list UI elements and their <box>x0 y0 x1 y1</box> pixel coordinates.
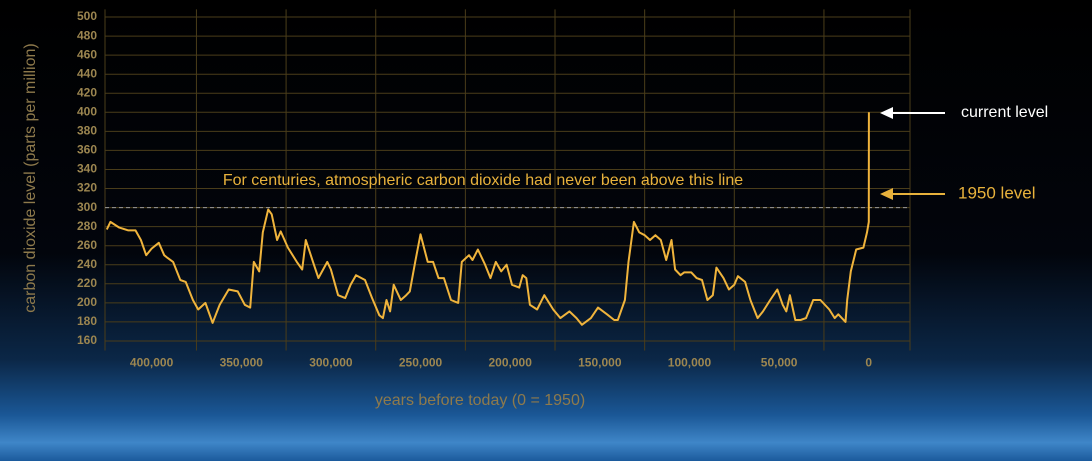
annotation: current level <box>961 104 1048 121</box>
y-tick-label: 220 <box>77 276 97 290</box>
x-tick-label: 0 <box>865 356 872 370</box>
y-tick-label: 300 <box>77 200 97 214</box>
y-tick-label: 240 <box>77 257 97 271</box>
y-tick-label: 200 <box>77 295 97 309</box>
x-axis-title: years before today (0 = 1950) <box>375 392 585 409</box>
x-tick-label: 200,000 <box>488 356 532 370</box>
x-tick-label: 100,000 <box>668 356 712 370</box>
y-tick-label: 360 <box>77 143 97 157</box>
x-tick-label: 50,000 <box>761 356 798 370</box>
plot: For centuries, atmospheric carbon dioxid… <box>105 104 1048 326</box>
x-tick-label: 300,000 <box>309 356 353 370</box>
y-tick-label: 400 <box>77 104 97 118</box>
arrow-head <box>880 188 893 200</box>
x-tick-label: 250,000 <box>399 356 443 370</box>
y-tick-label: 480 <box>77 28 97 42</box>
y-tick-label: 180 <box>77 314 97 328</box>
x-tick-label: 350,000 <box>220 356 264 370</box>
y-tick-label: 280 <box>77 219 97 233</box>
annotation: 1950 level <box>958 183 1036 202</box>
co2-line <box>105 112 870 326</box>
y-tick-label: 260 <box>77 238 97 252</box>
y-tick-label: 440 <box>77 66 97 80</box>
y-tick-label: 160 <box>77 333 97 347</box>
grid <box>104 9 911 351</box>
y-tick-label: 380 <box>77 124 97 138</box>
y-tick-label: 420 <box>77 85 97 99</box>
arrows <box>880 107 945 200</box>
y-tick-label: 340 <box>77 162 97 176</box>
y-tick-label: 460 <box>77 47 97 61</box>
arrow-head <box>880 107 893 119</box>
ticks: 160 180 200 220 240 260 280 300 320 340 360 380 400 4… <box>77 9 872 369</box>
y-axis-title: carbon dioxide level (parts per million) <box>22 43 39 312</box>
y-tick-label: 500 <box>77 9 97 23</box>
x-tick-label: 400,000 <box>130 356 174 370</box>
x-tick-label: 150,000 <box>578 356 622 370</box>
y-tick-label: 320 <box>77 181 97 195</box>
reference-label: For centuries, atmospheric carbon dioxid… <box>223 172 743 189</box>
